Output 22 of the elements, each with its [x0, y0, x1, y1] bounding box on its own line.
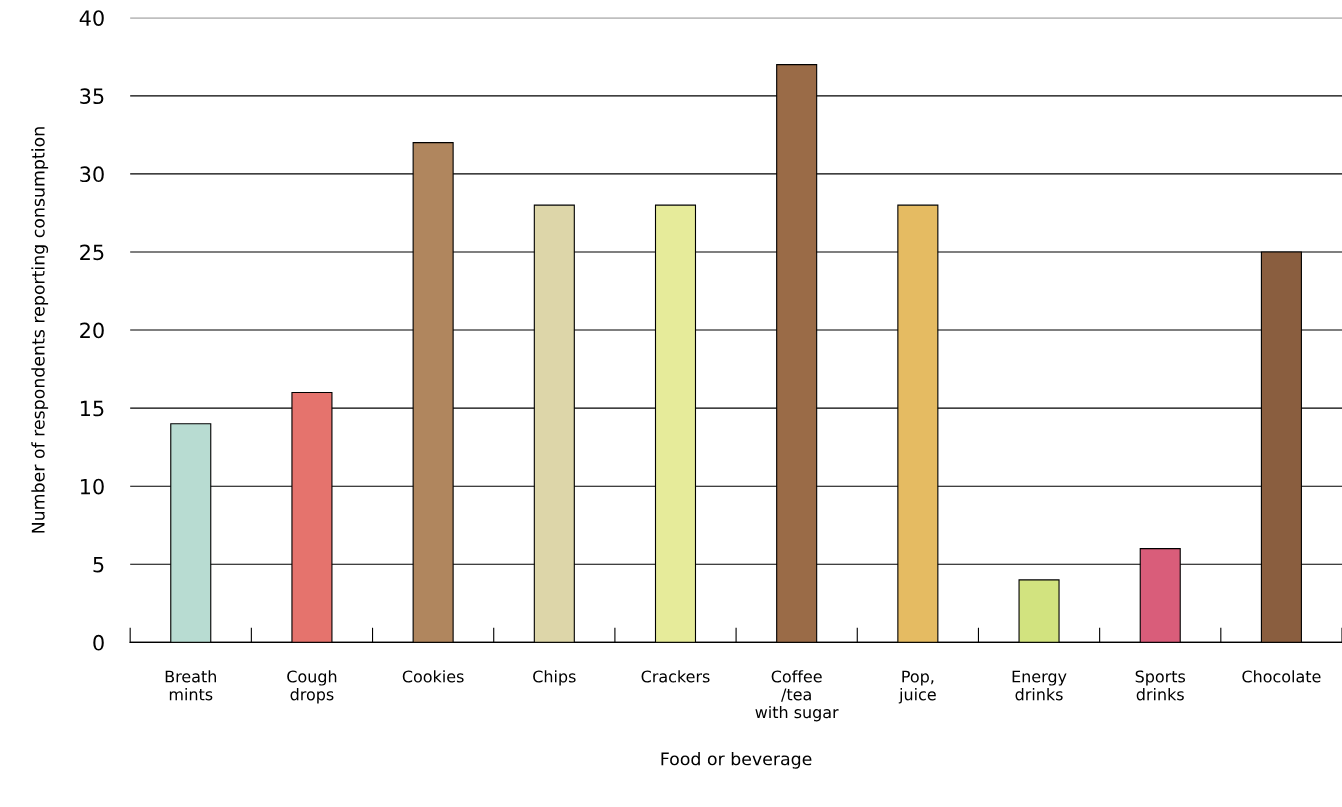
x-tick-label: Cookies [402, 670, 464, 683]
y-tick-label: 30 [80, 166, 104, 183]
y-tick-label: 10 [80, 478, 104, 495]
y-tick-label: 40 [79, 10, 104, 26]
y-tick-label: 20 [80, 322, 104, 339]
x-tick-label: Crackers [641, 670, 710, 683]
x-tick-label: Pop, juice [898, 670, 936, 704]
x-tick-label: Coffee /tea with sugar [755, 670, 839, 722]
y-axis-title: Number of respondents reporting consumption [31, 127, 49, 533]
x-tick-label: Cough drops [287, 670, 337, 704]
y-tick-label: 25 [80, 244, 104, 261]
y-tick-label: 5 [93, 557, 104, 573]
y-tick-label: 0 [93, 634, 104, 651]
bar [1018, 579, 1060, 643]
x-tick-label: Breath mints [165, 670, 216, 701]
x-tick-label: Chips [533, 670, 576, 686]
y-tick-label: 15 [80, 400, 104, 417]
x-tick-label: Chocolate [1242, 670, 1321, 683]
x-tick-label: Sports drinks [1135, 670, 1186, 701]
x-axis-title: Food or beverage [661, 751, 812, 769]
y-tick-label: 35 [80, 88, 104, 105]
x-tick-label: Energy drinks [1012, 670, 1067, 701]
